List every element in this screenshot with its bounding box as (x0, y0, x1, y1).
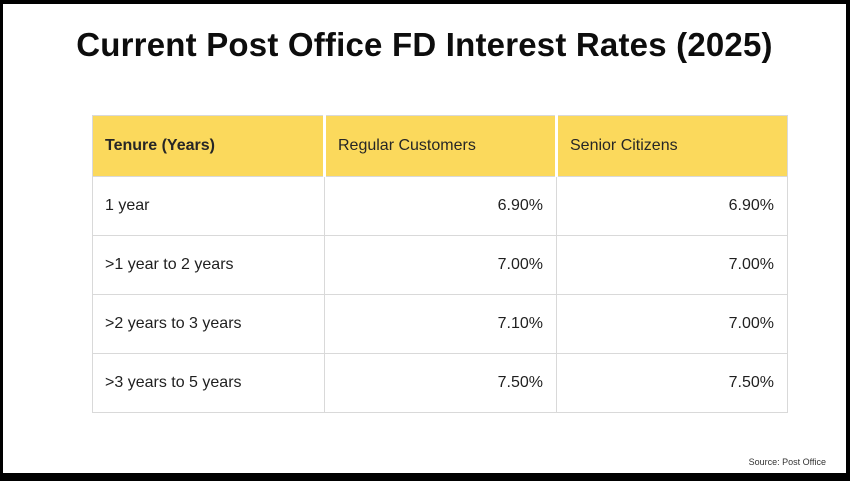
tenure-cell: >2 years to 3 years (92, 294, 325, 354)
table-row: >1 year to 2 years 7.00% 7.00% (92, 235, 788, 295)
table-row: 1 year 6.90% 6.90% (92, 176, 788, 236)
tenure-cell: >3 years to 5 years (92, 353, 325, 413)
senior-rate-cell: 7.00% (556, 294, 788, 354)
regular-rate-cell: 6.90% (324, 176, 557, 236)
header-cell-tenure: Tenure (Years) (92, 115, 326, 177)
page-title: Current Post Office FD Interest Rates (2… (76, 26, 773, 63)
regular-rate-cell: 7.00% (324, 235, 557, 295)
senior-rate-cell: 6.90% (556, 176, 788, 236)
senior-rate-cell: 7.50% (556, 353, 788, 413)
table-header-row: Tenure (Years) Regular Customers Senior … (92, 115, 788, 177)
table-row: >3 years to 5 years 7.50% 7.50% (92, 353, 788, 413)
header-cell-senior-citizens: Senior Citizens (556, 115, 788, 177)
source-attribution: Source: Post Office (748, 457, 826, 467)
tenure-cell: 1 year (92, 176, 325, 236)
regular-rate-cell: 7.10% (324, 294, 557, 354)
senior-rate-cell: 7.00% (556, 235, 788, 295)
regular-rate-cell: 7.50% (324, 353, 557, 413)
header-cell-regular-customers: Regular Customers (324, 115, 558, 177)
table-row: >2 years to 3 years 7.10% 7.00% (92, 294, 788, 354)
tenure-cell: >1 year to 2 years (92, 235, 325, 295)
fd-rates-table: Tenure (Years) Regular Customers Senior … (92, 115, 788, 413)
